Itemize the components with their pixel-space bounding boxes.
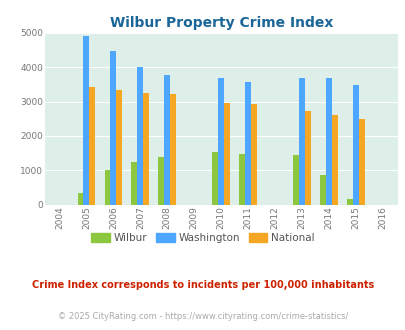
Bar <box>158 156 164 205</box>
Bar <box>239 154 245 205</box>
Bar <box>224 103 230 205</box>
Text: Crime Index corresponds to incidents per 100,000 inhabitants: Crime Index corresponds to incidents per… <box>32 280 373 290</box>
Bar <box>325 78 331 205</box>
Bar <box>143 93 149 205</box>
Bar <box>245 82 251 205</box>
Bar <box>320 175 325 205</box>
Bar <box>331 115 337 205</box>
Bar <box>292 155 298 205</box>
Bar <box>352 85 358 205</box>
Bar <box>77 193 83 205</box>
Bar <box>164 75 170 205</box>
Bar <box>251 104 256 205</box>
Bar <box>116 90 122 205</box>
Bar <box>298 78 305 205</box>
Bar <box>346 199 352 205</box>
Bar <box>218 78 224 205</box>
Bar <box>212 152 218 205</box>
Title: Wilbur Property Crime Index: Wilbur Property Crime Index <box>109 16 332 30</box>
Text: © 2025 CityRating.com - https://www.cityrating.com/crime-statistics/: © 2025 CityRating.com - https://www.city… <box>58 312 347 321</box>
Legend: Wilbur, Washington, National: Wilbur, Washington, National <box>87 229 318 247</box>
Bar <box>358 119 364 205</box>
Bar <box>137 67 143 205</box>
Bar <box>83 36 89 205</box>
Bar <box>104 170 110 205</box>
Bar <box>110 51 116 205</box>
Bar <box>170 94 176 205</box>
Bar <box>305 111 310 205</box>
Bar <box>89 87 95 205</box>
Bar <box>131 162 137 205</box>
